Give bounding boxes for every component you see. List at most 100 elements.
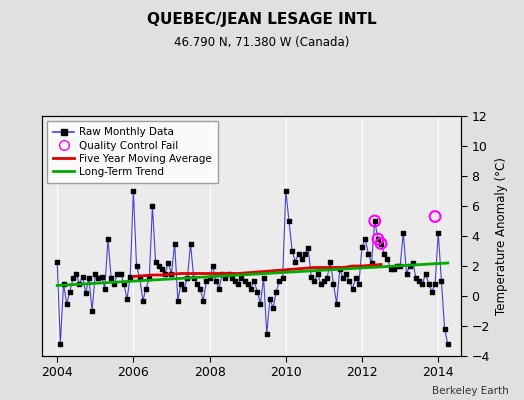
Point <box>101 285 109 292</box>
Point <box>310 278 319 284</box>
Point <box>170 240 179 247</box>
Point <box>129 188 138 194</box>
Point <box>380 251 388 257</box>
Point <box>352 275 360 281</box>
Point <box>441 326 449 332</box>
Point <box>190 275 198 281</box>
Point <box>399 230 408 236</box>
Point <box>199 297 208 304</box>
Point <box>237 275 246 281</box>
Point <box>56 341 64 347</box>
Point <box>59 281 68 287</box>
Point <box>304 245 312 251</box>
Point <box>412 275 420 281</box>
Point <box>212 278 220 284</box>
Text: Berkeley Earth: Berkeley Earth <box>432 386 508 396</box>
Point <box>155 263 163 269</box>
Point <box>272 288 280 295</box>
Point <box>421 270 430 277</box>
Point <box>126 273 135 280</box>
Point <box>221 275 230 281</box>
Point <box>377 240 385 247</box>
Point <box>62 300 71 307</box>
Point <box>241 278 249 284</box>
Point <box>79 273 87 280</box>
Point <box>227 275 236 281</box>
Point <box>177 281 185 287</box>
Point <box>107 275 115 281</box>
Point <box>291 258 300 265</box>
Point <box>180 285 188 292</box>
Point <box>418 281 427 287</box>
Point <box>342 270 351 277</box>
Text: QUEBEC/JEAN LESAGE INTL: QUEBEC/JEAN LESAGE INTL <box>147 12 377 27</box>
Point <box>393 263 401 269</box>
Point <box>215 285 223 292</box>
Point <box>196 285 204 292</box>
Point <box>275 278 283 284</box>
Point <box>158 266 166 272</box>
Point <box>113 270 122 277</box>
Point <box>66 288 74 295</box>
Point <box>183 275 192 281</box>
Legend: Raw Monthly Data, Quality Control Fail, Five Year Moving Average, Long-Term Tren: Raw Monthly Data, Quality Control Fail, … <box>47 121 219 183</box>
Point <box>263 330 271 337</box>
Point <box>53 258 61 265</box>
Point <box>355 281 363 287</box>
Point <box>148 203 157 209</box>
Point <box>136 275 144 281</box>
Point <box>173 297 182 304</box>
Point <box>91 270 100 277</box>
Point <box>266 296 274 302</box>
Point <box>187 240 195 247</box>
Point <box>145 275 154 281</box>
Point <box>298 255 306 262</box>
Point <box>326 258 334 265</box>
Point <box>437 278 445 284</box>
Point <box>396 263 405 269</box>
Point <box>329 281 337 287</box>
Point <box>234 281 243 287</box>
Point <box>402 270 411 277</box>
Point <box>301 251 309 257</box>
Point <box>116 270 125 277</box>
Point <box>383 255 391 262</box>
Point <box>367 260 376 266</box>
Point <box>370 218 379 224</box>
Point <box>386 266 395 272</box>
Point <box>133 263 141 269</box>
Point <box>278 275 287 281</box>
Point <box>72 270 80 277</box>
Point <box>94 275 103 281</box>
Point <box>316 281 325 287</box>
Point <box>406 263 414 269</box>
Point <box>69 275 77 281</box>
Point <box>323 275 331 281</box>
Point <box>389 266 398 272</box>
Point <box>104 236 112 242</box>
Point <box>288 248 297 254</box>
Point <box>428 288 436 295</box>
Point <box>294 251 303 257</box>
Point <box>142 285 150 292</box>
Point <box>269 305 277 311</box>
Point <box>253 288 261 295</box>
Point <box>205 275 214 281</box>
Point <box>259 275 268 281</box>
Point <box>250 278 258 284</box>
Point <box>139 297 147 304</box>
Point <box>256 300 265 307</box>
Point <box>409 260 417 266</box>
Point <box>358 243 366 250</box>
Point <box>218 270 226 277</box>
Point <box>161 270 169 277</box>
Point <box>320 278 328 284</box>
Point <box>313 270 322 277</box>
Point <box>339 275 347 281</box>
Point <box>231 278 239 284</box>
Point <box>415 278 423 284</box>
Text: 46.790 N, 71.380 W (Canada): 46.790 N, 71.380 W (Canada) <box>174 36 350 49</box>
Point <box>75 281 83 287</box>
Point <box>364 251 373 257</box>
Point <box>164 260 172 266</box>
